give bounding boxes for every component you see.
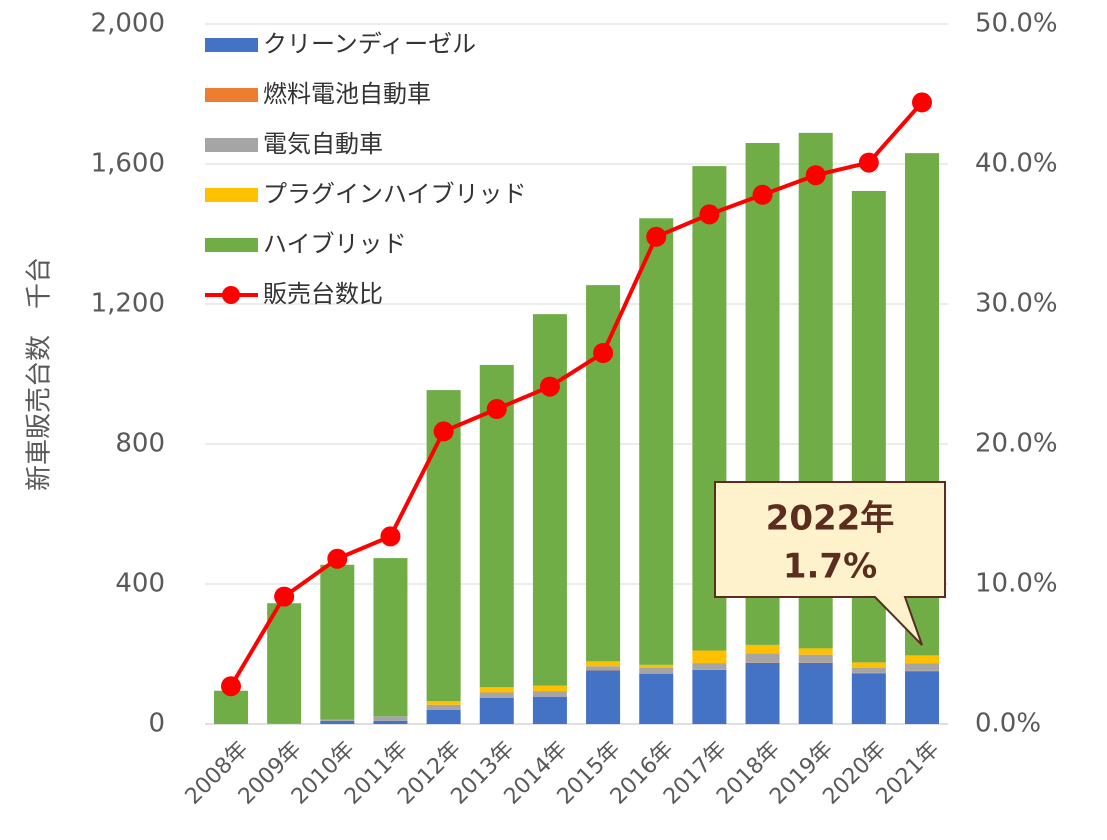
legend-label: プラグインハイブリッド <box>263 180 527 208</box>
ratio-marker <box>699 204 720 225</box>
ratio-marker <box>805 165 826 186</box>
bar-segment <box>479 697 514 724</box>
legend-label: クリーンディーゼル <box>263 30 476 58</box>
y-tick-label: 400 <box>115 569 165 599</box>
bar-segment <box>426 701 461 705</box>
bar-segment <box>267 603 302 724</box>
callout-text: 1.7% <box>783 547 877 587</box>
bar-segment <box>373 558 408 717</box>
bar-segment <box>905 655 939 664</box>
ratio-marker <box>752 184 773 205</box>
bar-segment <box>320 720 355 724</box>
bar-segment <box>320 719 355 721</box>
y2-tick-label: 10.0% <box>975 569 1058 599</box>
bar-segment <box>426 390 461 702</box>
y-tick-label: 1,600 <box>91 149 165 179</box>
bar-segment <box>692 650 727 664</box>
bar-segment <box>532 685 567 692</box>
ratio-marker <box>646 226 667 247</box>
bar-segment <box>692 669 727 724</box>
bar-segment <box>479 687 514 693</box>
bar-segment <box>745 653 780 663</box>
legend-swatch <box>205 188 258 202</box>
ratio-marker <box>327 548 348 569</box>
bar-segment <box>798 648 833 655</box>
bar-segment <box>745 644 780 654</box>
y2-tick-label: 30.0% <box>975 289 1058 319</box>
ratio-marker <box>858 152 879 173</box>
bar-segment <box>905 663 939 671</box>
bar-segment <box>745 662 780 724</box>
y2-tick-label: 20.0% <box>975 429 1058 459</box>
y-tick-label: 1,200 <box>91 289 165 319</box>
bar-segment <box>586 670 621 724</box>
bar-segment <box>639 664 674 668</box>
bar-segment <box>532 691 567 697</box>
bar-segment <box>373 716 408 721</box>
bar-segment <box>798 654 833 663</box>
bar-segment <box>639 673 674 724</box>
bar-segment <box>586 285 621 662</box>
bar-segment <box>851 662 886 668</box>
y-tick-label: 2,000 <box>91 9 165 39</box>
bar-segment <box>586 661 621 667</box>
y-tick-label: 800 <box>115 429 165 459</box>
bar-segment <box>798 662 833 724</box>
ratio-marker <box>380 526 401 547</box>
bar-segment <box>851 673 886 724</box>
ratio-marker <box>539 376 560 397</box>
legend-label: 電気自動車 <box>263 130 383 158</box>
legend-swatch <box>205 88 258 102</box>
bar-segment <box>426 704 461 710</box>
y-axis-label: 新車販売台数 千台 <box>25 257 55 491</box>
bar-segment <box>373 720 408 724</box>
bar-segment <box>426 710 461 724</box>
bar-segment <box>320 564 355 720</box>
legend-label: ハイブリッド <box>263 230 407 258</box>
legend-label: 燃料電池自動車 <box>263 80 431 108</box>
callout <box>714 481 946 646</box>
ratio-marker <box>912 92 932 113</box>
ratio-marker <box>486 399 507 419</box>
legend-swatch <box>205 138 258 152</box>
legend-swatch <box>205 238 258 252</box>
bar-segment <box>905 671 939 724</box>
bar-segment <box>639 218 674 665</box>
bar-segment <box>851 667 886 673</box>
ratio-marker <box>221 676 241 697</box>
legend-marker <box>222 286 240 304</box>
ratio-marker <box>274 586 295 607</box>
legend-label: 販売台数比 <box>263 280 383 308</box>
bar-segment <box>586 666 621 671</box>
legend-swatch <box>205 38 258 52</box>
y2-tick-label: 0.0% <box>975 709 1041 739</box>
bar-segment <box>639 668 674 674</box>
bar-segment <box>479 692 514 698</box>
callout-text: 2022年 <box>766 499 895 539</box>
y2-tick-label: 50.0% <box>975 9 1058 39</box>
y-tick-label: 0 <box>148 709 165 739</box>
ratio-marker <box>593 343 614 363</box>
ratio-marker <box>433 421 454 442</box>
bar-segment <box>214 690 248 724</box>
bar-segment <box>532 696 567 724</box>
bar-segment <box>905 670 939 672</box>
bar-segment <box>692 663 727 670</box>
bar-segment <box>532 314 567 686</box>
y2-tick-label: 40.0% <box>975 149 1058 179</box>
